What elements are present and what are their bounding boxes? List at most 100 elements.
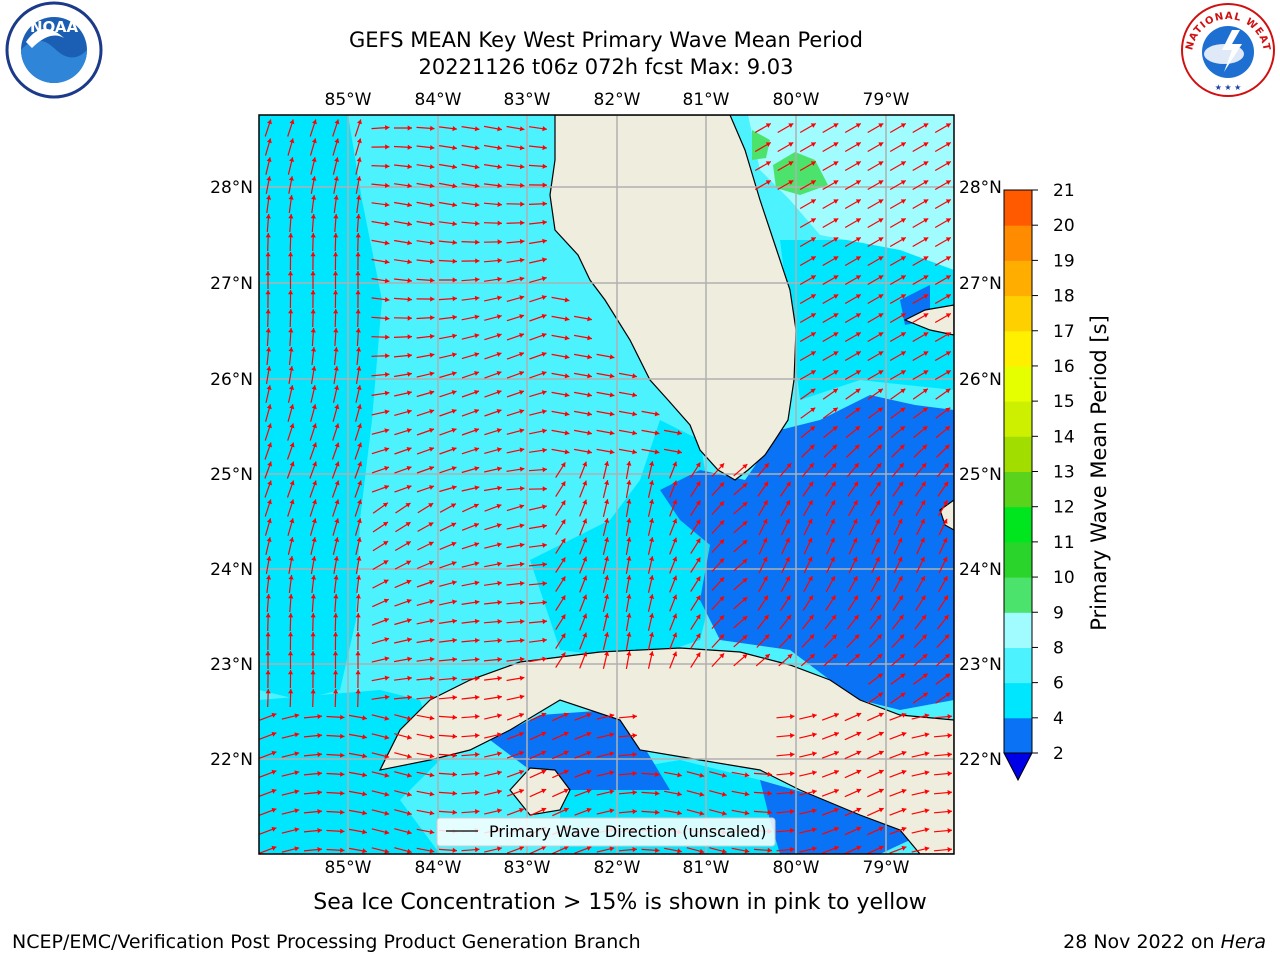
wave-arrow-head bbox=[900, 142, 906, 147]
wave-arrow-head bbox=[452, 258, 457, 264]
wave-arrow-head bbox=[560, 500, 566, 506]
wave-arrow-head bbox=[294, 789, 300, 795]
wave-arrow-head bbox=[677, 772, 682, 778]
wave-arrow-head bbox=[742, 559, 748, 564]
wave-arrow-head bbox=[334, 461, 340, 467]
wave-arrow-head bbox=[809, 634, 815, 640]
wave-arrow-head bbox=[922, 444, 927, 450]
wave-arrow-head bbox=[785, 595, 791, 601]
wave-arrow-head bbox=[497, 542, 502, 548]
colorbar-segment bbox=[1004, 541, 1032, 578]
wave-arrow-head bbox=[785, 518, 790, 524]
wave-arrow-head bbox=[497, 201, 502, 207]
wave-arrow-head bbox=[310, 689, 316, 694]
wave-arrow-head bbox=[311, 195, 317, 200]
wave-arrow-head bbox=[429, 164, 435, 170]
wave-arrow-head bbox=[719, 615, 725, 621]
wave-arrow-head bbox=[943, 614, 949, 620]
wave-arrow-head bbox=[340, 809, 345, 815]
wave-arrow-head bbox=[429, 145, 435, 151]
wave-arrow-head bbox=[786, 614, 792, 620]
wave-arrow-head bbox=[357, 461, 362, 467]
lat-tick-left: 26°N bbox=[210, 370, 253, 390]
wave-arrow-head bbox=[808, 481, 814, 487]
wave-arrow-head bbox=[945, 180, 951, 185]
wave-arrow-head bbox=[474, 164, 480, 170]
wave-arrow-head bbox=[604, 480, 610, 485]
wave-arrow-head bbox=[333, 328, 339, 333]
wave-arrow-head bbox=[356, 138, 362, 144]
wave-arrow-head bbox=[267, 461, 272, 467]
wave-arrow-head bbox=[830, 537, 835, 543]
wave-arrow-head bbox=[785, 556, 790, 562]
wave-arrow-head bbox=[384, 466, 389, 471]
wave-arrow-head bbox=[406, 485, 412, 490]
wave-arrow-head bbox=[429, 618, 435, 624]
wave-arrow-head bbox=[475, 277, 480, 283]
wave-arrow-head bbox=[923, 123, 929, 128]
wave-arrow-head bbox=[519, 239, 525, 245]
wave-arrow-head bbox=[786, 463, 792, 469]
wave-arrow-head bbox=[406, 599, 412, 604]
wave-arrow-head bbox=[384, 675, 390, 681]
wave-arrow-head bbox=[609, 354, 615, 360]
wave-arrow-head bbox=[947, 771, 952, 777]
wave-arrow-head bbox=[604, 499, 610, 504]
wave-arrow-head bbox=[265, 233, 271, 238]
wave-arrow-head bbox=[265, 613, 271, 618]
wave-arrow-head bbox=[785, 500, 791, 506]
wave-arrow-head bbox=[920, 576, 925, 582]
wave-arrow-head bbox=[497, 694, 502, 700]
wave-arrow-head bbox=[878, 199, 884, 204]
lon-tick-top: 82°W bbox=[594, 90, 641, 110]
wave-arrow-head bbox=[288, 176, 294, 181]
wave-arrow-head bbox=[497, 145, 502, 151]
wave-arrow-head bbox=[632, 790, 637, 796]
wave-arrow-head bbox=[855, 332, 861, 337]
wave-arrow-head bbox=[541, 409, 547, 415]
wave-arrow-head bbox=[898, 595, 903, 601]
wave-arrow-head bbox=[384, 656, 390, 662]
wave-arrow-head bbox=[333, 347, 339, 352]
colorbar-under-triangle bbox=[1003, 752, 1033, 782]
lon-tick-top: 85°W bbox=[325, 90, 372, 110]
wave-arrow-head bbox=[742, 654, 748, 659]
wave-arrow-head bbox=[356, 537, 362, 542]
wave-arrow-head bbox=[834, 826, 839, 832]
wave-arrow-head bbox=[699, 772, 705, 778]
wave-arrow-head bbox=[855, 275, 861, 280]
colorbar-tick-label: 14 bbox=[1053, 427, 1075, 447]
wave-arrow-head bbox=[429, 753, 435, 759]
wave-arrow-head bbox=[430, 315, 435, 321]
wave-arrow-head bbox=[832, 444, 837, 450]
wave-arrow-head bbox=[407, 163, 412, 170]
wave-arrow-head bbox=[833, 142, 839, 147]
wave-arrow-head bbox=[922, 654, 928, 659]
wave-arrow-head bbox=[832, 407, 838, 413]
wave-arrow-head bbox=[428, 560, 434, 566]
wave-arrow-head bbox=[924, 808, 930, 814]
wave-arrow-head bbox=[763, 595, 768, 601]
wave-arrow-head bbox=[812, 751, 817, 757]
wave-arrow-head bbox=[383, 579, 389, 585]
wave-arrow-head bbox=[519, 694, 525, 700]
wave-arrow-head bbox=[587, 449, 592, 455]
wave-arrow-head bbox=[405, 522, 411, 527]
wave-arrow-head bbox=[541, 769, 547, 775]
wave-arrow-head bbox=[899, 463, 904, 469]
wave-arrow-head bbox=[677, 430, 682, 436]
wave-arrow-head bbox=[385, 144, 390, 150]
wave-arrow-head bbox=[922, 692, 928, 698]
wave-arrow-head bbox=[317, 828, 322, 834]
wave-arrow-head bbox=[812, 713, 817, 719]
wave-arrow-head bbox=[362, 772, 367, 778]
wave-arrow-head bbox=[560, 538, 566, 544]
wave-arrow-head bbox=[721, 810, 727, 816]
wave-arrow-head bbox=[877, 426, 883, 431]
wave-arrow-head bbox=[609, 770, 615, 776]
wave-arrow-head bbox=[497, 789, 502, 795]
wave-arrow-head bbox=[542, 182, 547, 188]
wave-arrow-head bbox=[855, 123, 861, 128]
wave-arrow-head bbox=[356, 195, 362, 200]
wave-arrow-head bbox=[384, 715, 390, 721]
